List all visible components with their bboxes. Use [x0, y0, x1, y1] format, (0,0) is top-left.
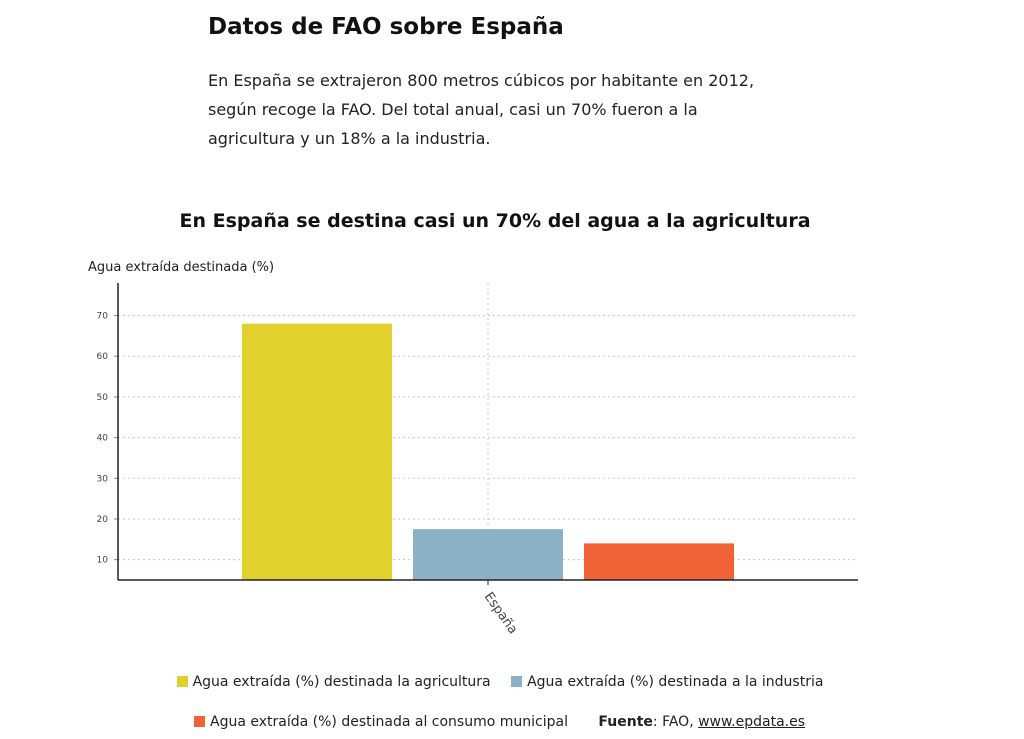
source-credit: Fuente: FAO, www.epdata.es — [598, 714, 805, 730]
legend-swatch — [511, 676, 523, 687]
bar-agriculture — [242, 323, 392, 580]
chart-legend: Agua extraída (%) destinada la agricultu… — [0, 674, 1000, 690]
y-tick-label: 50 — [97, 393, 109, 403]
y-tick-label: 10 — [97, 556, 109, 566]
page-heading: Datos de FAO sobre España — [208, 14, 564, 40]
source-text: FAO, — [662, 714, 699, 730]
y-tick-label: 20 — [97, 515, 109, 525]
bar-municipal — [584, 543, 734, 580]
y-tick-label: 30 — [97, 474, 109, 484]
intro-line: En España se extrajeron 800 metros cúbic… — [208, 71, 755, 90]
y-tick-label: 60 — [97, 352, 109, 362]
y-axis-title: Agua extraída destinada (%) — [88, 260, 274, 275]
source-separator: : — [652, 714, 663, 730]
chart-legend-row-2: Agua extraída (%) destinada al consumo m… — [186, 714, 805, 730]
legend-swatch — [194, 716, 205, 727]
y-tick-label: 40 — [97, 434, 109, 444]
legend-label: Agua extraída (%) destinada a la industr… — [527, 674, 824, 690]
legend-item-agriculture[interactable]: Agua extraída (%) destinada la agricultu… — [176, 674, 491, 690]
legend-item-municipal[interactable]: Agua extraída (%) destinada al consumo m… — [194, 714, 568, 730]
legend-label: Agua extraída (%) destinada la agricultu… — [192, 674, 491, 690]
x-category-label: España — [481, 590, 520, 637]
source-label: Fuente — [598, 714, 653, 730]
legend-swatch — [176, 676, 188, 687]
y-tick-label: 70 — [97, 312, 109, 322]
source-link[interactable]: www.epdata.es — [698, 714, 806, 730]
legend-item-industry[interactable]: Agua extraída (%) destinada a la industr… — [511, 674, 823, 690]
intro-line: según recoge la FAO. Del total anual, ca… — [208, 100, 698, 119]
intro-paragraph: En España se extrajeron 800 metros cúbic… — [208, 66, 808, 153]
intro-line: agricultura y un 18% a la industria. — [208, 129, 491, 148]
bar-industry — [413, 529, 563, 580]
legend-label: Agua extraída (%) destinada al consumo m… — [210, 714, 568, 730]
chart-title: En España se destina casi un 70% del agu… — [179, 210, 811, 232]
